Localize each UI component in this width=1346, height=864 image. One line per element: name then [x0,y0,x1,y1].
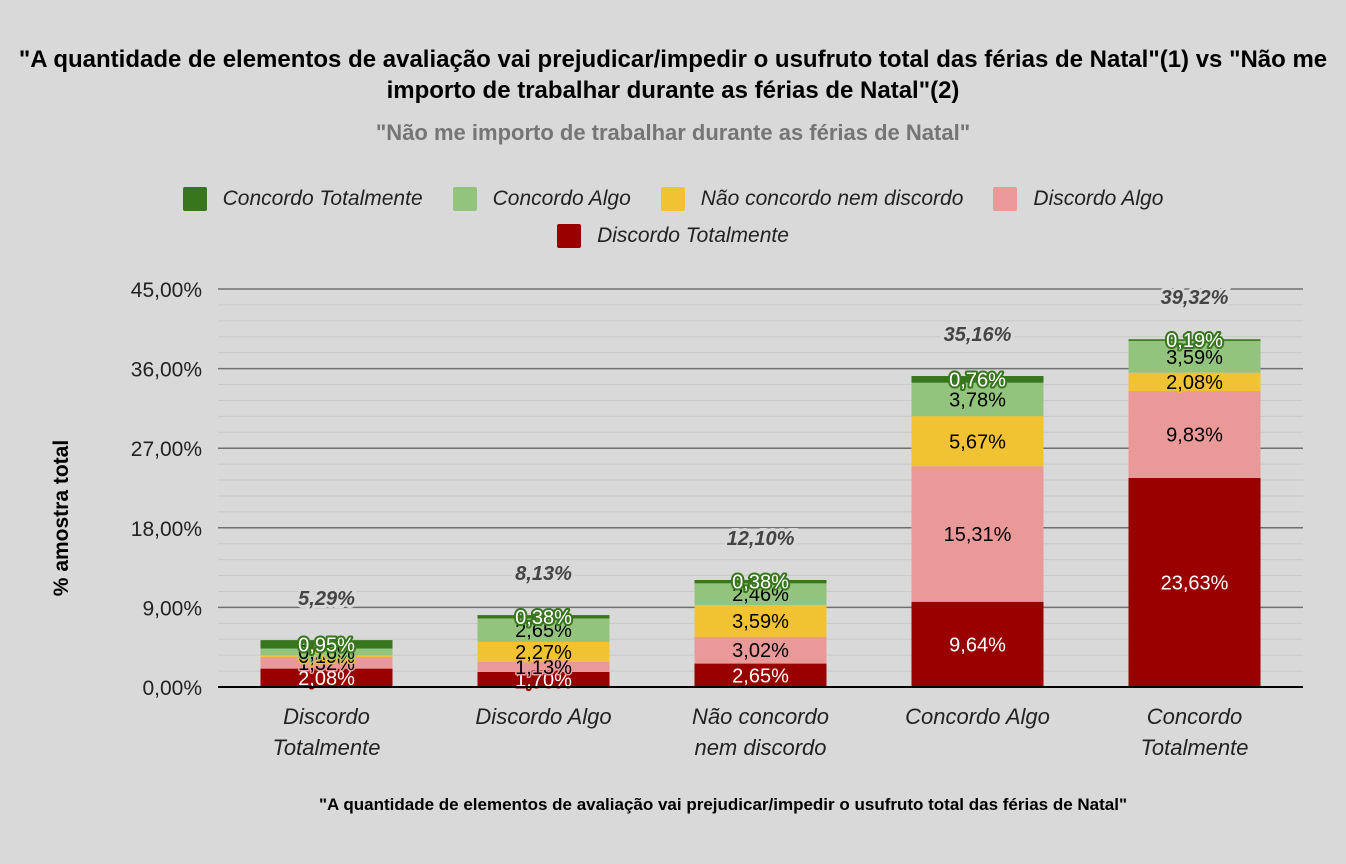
data-label: 2,08% [1166,372,1223,394]
bar-segment [1128,478,1261,687]
total-label: 35,16% [944,324,1012,346]
total-label: 8,13% [515,563,572,585]
data-label: 0,76% [298,642,355,664]
data-label: 9,64% [949,634,1006,656]
x-tick-label: Concordo Algo [905,704,1050,729]
data-label: 0,95% [298,634,355,656]
data-label: 1,70% [515,669,572,691]
bar-segment [694,583,827,606]
y-axis-label: % amostra total [50,439,73,597]
bar-segment [911,376,1044,383]
bar-segment [477,671,610,687]
data-label: 1,13% [515,657,572,679]
x-tick-label: Discordo Algo [475,704,611,729]
bar-segment [1128,372,1261,392]
data-label: 2,65% [515,620,572,642]
bar-segment [1128,339,1261,341]
bar-segment [1128,340,1261,373]
data-label: 3,59% [1166,347,1223,369]
chart-title: "A quantidade de elementos de avaliação … [18,46,1328,104]
bar-segment [477,615,610,619]
x-tick-label: Totalmente [272,735,380,760]
data-label: 0,38% [732,572,789,594]
chart-subtitle: "Não me importo de trabalhar durante as … [375,120,971,145]
legend-label: Discordo Totalmente [597,223,789,247]
bar-segment [694,663,827,687]
data-label: 23,63% [1161,573,1229,595]
data-label: 0,38% [515,607,572,629]
legend-item-concordo-algo[interactable]: Concordo Algo [452,186,631,211]
legend-swatch [993,186,1018,211]
bar-segment [477,641,610,662]
legend-row-2: Discordo Totalmente [0,217,1346,254]
legend-item-concordo-totalmente[interactable]: Concordo Totalmente [182,186,423,211]
x-tick-label: Discordo [283,704,370,729]
bar-segment [1128,391,1261,479]
bar-segment [477,661,610,672]
legend-label: Discordo Algo [1033,186,1164,210]
bar-segment [911,382,1044,417]
legend-item-nao-concordo-nem-discordo[interactable]: Não concordo nem discordo [660,186,964,211]
legend-swatch [182,186,207,211]
data-label: 15,31% [944,524,1012,546]
total-label: 39,32% [1161,287,1229,309]
data-label: 2,27% [515,642,572,664]
bar-segment [260,656,393,669]
bar-segment [694,636,827,664]
data-label: 0,76% [949,369,1006,391]
y-tick-label: 0,00% [142,677,202,700]
legend-label: Não concordo nem discordo [700,186,964,210]
bar-segment [694,579,827,584]
data-label: 3,78% [949,389,1006,411]
y-tick-label: 9,00% [142,597,202,620]
data-label: 3,59% [732,611,789,633]
x-tick-label: Não concordo [692,704,829,729]
y-tick-label: 36,00% [131,359,202,382]
legend-item-discordo-totalmente[interactable]: Discordo Totalmente [557,223,789,248]
y-tick-label: 18,00% [131,518,202,541]
total-label: 12,10% [727,528,795,550]
data-label: 2,65% [732,665,789,687]
bar-segment [911,601,1044,687]
x-tick-label: nem discordo [694,735,826,760]
bar-segment [911,466,1044,602]
data-label: 0,19% [1166,330,1223,352]
x-tick-label: Concordo [1147,704,1242,729]
legend-swatch [557,223,582,248]
bar-segment [694,605,827,637]
legend-row-1: Concordo Totalmente Concordo Algo Não co… [0,180,1346,217]
legend-label: Concordo Algo [492,186,631,210]
bar-segment [911,416,1044,467]
data-label: 2,46% [732,584,789,606]
bar-segment [260,655,393,657]
bar-segment [260,668,393,687]
total-label: 5,29% [298,588,355,610]
legend: Concordo Totalmente Concordo Algo Não co… [0,180,1346,254]
y-tick-label: 27,00% [131,438,202,461]
data-label: 9,83% [1166,425,1223,447]
data-label: 1,32% [298,653,355,675]
x-axis-label: "A quantidade de elementos de avaliação … [318,795,1128,814]
legend-swatch [452,186,477,211]
data-label: 5,67% [949,431,1006,453]
legend-swatch [660,186,685,211]
legend-label: Concordo Totalmente [222,186,423,210]
data-label: 3,02% [732,640,789,662]
bar-segment [260,648,393,656]
legend-item-discordo-algo[interactable]: Discordo Algo [993,186,1164,211]
bar-segment [477,618,610,642]
data-label: 0,19% [298,646,355,668]
x-tick-label: Totalmente [1140,735,1248,760]
y-tick-label: 45,00% [131,279,202,302]
bar-segment [260,640,393,649]
